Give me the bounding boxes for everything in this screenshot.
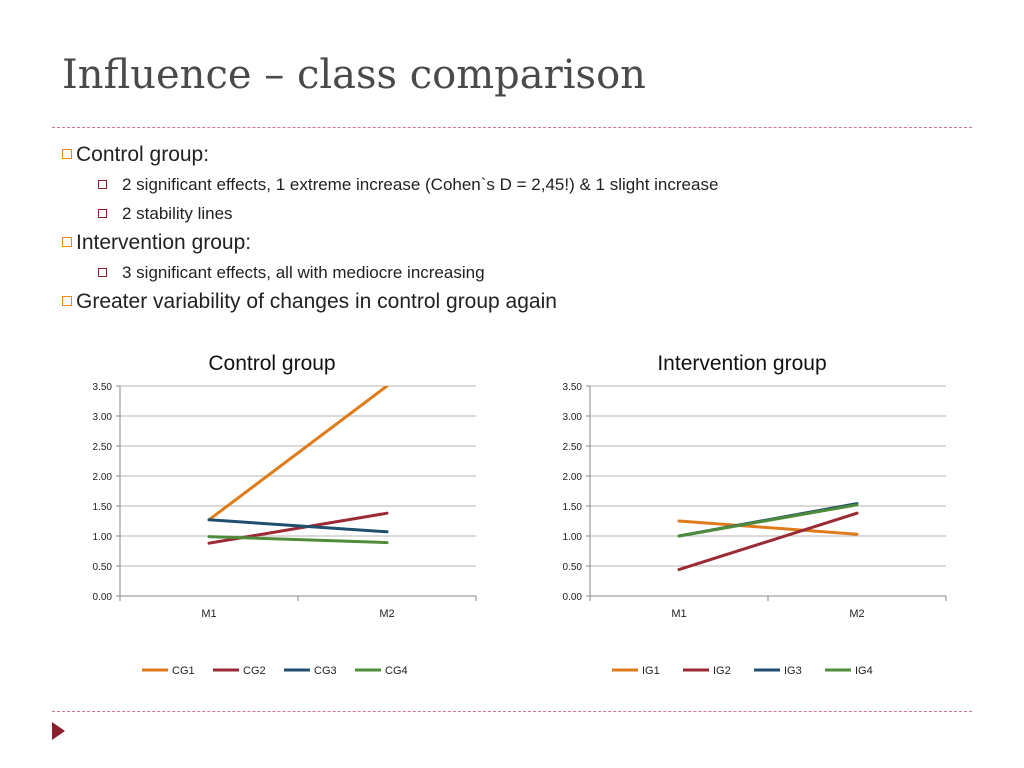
y-tick-label: 3.50	[93, 382, 113, 393]
legend-label: CG4	[385, 665, 408, 677]
series-line-IG2	[677, 511, 859, 572]
intervention-group-chart: Intervention group 0.00 0.50 1.00 1.50 2.00 2.…	[520, 340, 980, 690]
x-tick-label: M1	[671, 608, 686, 620]
y-tick-label: 2.50	[93, 442, 113, 453]
square-bullet-icon	[98, 209, 107, 218]
series-line-CG4	[207, 535, 389, 545]
x-tick-label: M1	[201, 608, 216, 620]
bullet-control-group: Control group:	[62, 140, 718, 170]
sub-bullet-text: 2 significant effects, 1 extreme increas…	[122, 175, 719, 194]
y-tick-label: 0.50	[563, 562, 583, 573]
bottom-divider	[52, 711, 972, 712]
y-tick-label: 2.50	[563, 442, 583, 453]
intervention-chart-svg: Intervention group 0.00 0.50 1.00 1.50 2.00 2.…	[563, 352, 947, 677]
bullet-text: Greater variability of changes in contro…	[76, 290, 557, 313]
y-tick-label: 3.00	[93, 412, 113, 423]
y-tick-label: 2.00	[93, 472, 113, 483]
bullet-text: Control group:	[76, 143, 210, 166]
bullet-list: Control group: 2 significant effects, 1 …	[62, 140, 718, 317]
series-line-IG4	[677, 503, 859, 538]
control-group-chart: Control group 0.00 0.50 1.00 1.50 2.00 2.50 3.0…	[50, 340, 510, 690]
x-tick-label: M2	[849, 608, 864, 620]
legend-label: CG3	[314, 665, 337, 677]
sub-bullet-text: 3 significant effects, all with mediocre…	[122, 263, 485, 282]
next-slide-arrow-icon[interactable]	[52, 722, 65, 740]
square-bullet-icon	[98, 268, 107, 277]
square-bullet-icon	[62, 296, 72, 306]
sub-bullet: 2 stability lines	[62, 199, 718, 228]
chart-title: Control group	[208, 352, 335, 375]
legend-label: IG2	[713, 665, 731, 677]
y-tick-label: 1.50	[563, 502, 583, 513]
square-bullet-icon	[62, 149, 72, 159]
legend-label: IG4	[855, 665, 873, 677]
y-tick-label: 1.00	[93, 532, 113, 543]
y-tick-label: 0.00	[563, 592, 583, 603]
sub-bullet: 3 significant effects, all with mediocre…	[62, 258, 718, 287]
top-divider	[52, 127, 972, 128]
y-tick-label: 3.50	[563, 382, 583, 393]
y-tick-label: 0.50	[93, 562, 113, 573]
series-line-CG1	[207, 386, 389, 522]
y-tick-label: 0.00	[93, 592, 113, 603]
sub-bullet-text: 2 stability lines	[122, 204, 233, 223]
series-line-CG3	[207, 518, 389, 534]
legend-label: IG3	[784, 665, 802, 677]
control-chart-svg: Control group 0.00 0.50 1.00 1.50 2.00 2.50 3.0…	[93, 352, 477, 677]
series-line-IG1	[677, 519, 859, 536]
bullet-variability: Greater variability of changes in contro…	[62, 287, 718, 317]
chart-title: Intervention group	[657, 352, 826, 375]
y-tick-label: 1.00	[563, 532, 583, 543]
y-tick-label: 1.50	[93, 502, 113, 513]
x-tick-label: M2	[379, 608, 394, 620]
slide-title: Influence – class comparison	[62, 52, 646, 98]
legend-label: IG1	[642, 665, 660, 677]
square-bullet-icon	[62, 237, 72, 247]
square-bullet-icon	[98, 180, 107, 189]
legend-label: CG1	[172, 665, 195, 677]
legend-label: CG2	[243, 665, 266, 677]
y-tick-label: 2.00	[563, 472, 583, 483]
y-tick-label: 3.00	[563, 412, 583, 423]
bullet-intervention-group: Intervention group:	[62, 228, 718, 258]
sub-bullet: 2 significant effects, 1 extreme increas…	[62, 170, 718, 199]
bullet-text: Intervention group:	[76, 231, 252, 254]
